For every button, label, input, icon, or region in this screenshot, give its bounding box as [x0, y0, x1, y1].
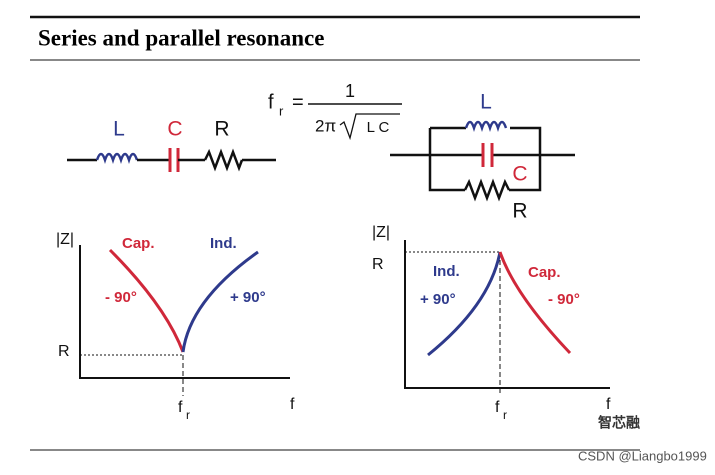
label-l: L [480, 91, 492, 114]
branch-name: Cap. [528, 264, 561, 281]
x-axis-label: f [290, 396, 295, 413]
branch-phase: + 90° [230, 289, 266, 306]
credit: CSDN @Liangbo1999 [578, 448, 707, 463]
ind-curve [427, 251, 502, 357]
numerator: 1 [345, 81, 355, 101]
branch-name: Ind. [210, 235, 237, 252]
label-r: R [214, 118, 229, 141]
level-label: R [372, 256, 384, 273]
branch-phase: + 90° [420, 291, 456, 308]
parallel-circuit: L C R [390, 91, 575, 223]
inductor [95, 152, 139, 164]
label-c: C [512, 163, 527, 186]
series-circuit: L C R [67, 118, 276, 172]
series-plot: |Z| R f f r Cap. Ind. - 90° + 90° [56, 231, 295, 422]
resonance-symbol: f [495, 399, 500, 416]
radical [339, 113, 400, 141]
formula: f r = 1 2π L C [268, 81, 402, 141]
parallel-plot: |Z| R f f r Ind. Cap. + 90° - 90° [372, 224, 611, 422]
y-axis-label: |Z| [56, 231, 74, 248]
ind-curve [181, 250, 259, 353]
branch-name: Cap. [122, 235, 155, 252]
y-axis-label: |Z| [372, 224, 390, 241]
cap-curve [108, 248, 185, 353]
formula-symbol: f [268, 91, 274, 113]
title: Series and parallel resonance [38, 25, 324, 50]
formula-equals: = [292, 91, 304, 113]
label-l: L [113, 118, 125, 141]
radicand: L C [367, 119, 390, 136]
branch-phase: - 90° [548, 291, 580, 308]
x-axis-label: f [606, 396, 611, 413]
label-r: R [512, 200, 527, 223]
level-label: R [58, 343, 70, 360]
resonance-subscript: r [186, 408, 190, 422]
cap-curve [498, 251, 572, 355]
label-c: C [167, 118, 182, 141]
branch-name: Ind. [433, 263, 460, 280]
formula-subscript: r [279, 103, 284, 118]
resonance-subscript: r [503, 408, 507, 422]
denominator-prefix: 2π [315, 116, 336, 135]
resonance-symbol: f [178, 399, 183, 416]
branch-phase: - 90° [105, 289, 137, 306]
resistor [203, 148, 244, 172]
brand: 智芯融 [597, 415, 640, 431]
